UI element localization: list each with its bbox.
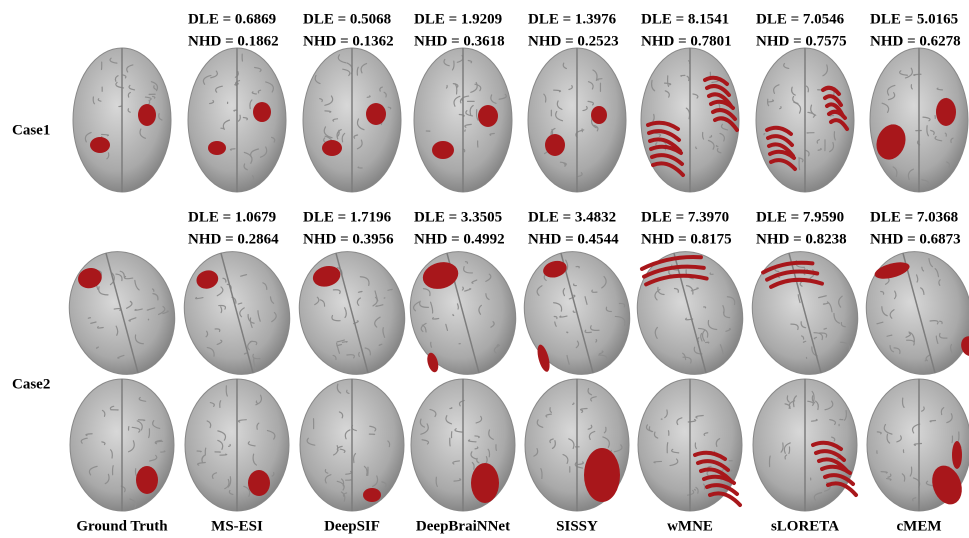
dle-metric: DLE = 0.6869 bbox=[188, 11, 276, 27]
dle-metric: DLE = 3.4832 bbox=[528, 209, 616, 225]
gyrus bbox=[952, 436, 953, 443]
activation bbox=[253, 102, 271, 122]
dle-metric: DLE = 1.9209 bbox=[414, 11, 502, 27]
method-label: wMNE bbox=[667, 518, 713, 534]
brain bbox=[397, 240, 530, 387]
dle-metric: DLE = 8.1541 bbox=[641, 11, 729, 27]
gyrus bbox=[667, 443, 668, 453]
case-label: Case2 bbox=[12, 376, 50, 392]
method-label: DeepSIF bbox=[324, 518, 380, 534]
brain bbox=[185, 379, 289, 511]
gyrus bbox=[769, 456, 770, 467]
brain bbox=[525, 379, 629, 511]
brain bbox=[286, 240, 419, 387]
gyrus bbox=[459, 343, 460, 344]
dle-metric: DLE = 0.5068 bbox=[303, 11, 391, 27]
nhd-metric: NHD = 0.6278 bbox=[870, 33, 961, 49]
nhd-metric: NHD = 0.2864 bbox=[188, 231, 279, 247]
dle-metric: DLE = 1.0679 bbox=[188, 209, 276, 225]
dle-metric: DLE = 1.7196 bbox=[303, 209, 392, 225]
activation bbox=[478, 105, 498, 127]
brain bbox=[511, 240, 644, 387]
gyrus bbox=[446, 85, 447, 87]
method-label: sLORETA bbox=[771, 518, 839, 534]
nhd-metric: NHD = 0.7801 bbox=[641, 33, 732, 49]
dle-metric: DLE = 7.0368 bbox=[870, 209, 958, 225]
dle-metric: DLE = 7.3970 bbox=[641, 209, 729, 225]
brain bbox=[188, 48, 286, 192]
brain bbox=[753, 379, 857, 511]
dle-metric: DLE = 1.3976 bbox=[528, 11, 617, 27]
brain bbox=[171, 240, 304, 387]
brain bbox=[867, 379, 969, 511]
brain bbox=[870, 48, 968, 192]
brain bbox=[303, 48, 401, 192]
dle-metric: DLE = 7.0546 bbox=[756, 11, 845, 27]
activation bbox=[545, 134, 565, 156]
method-label: SISSY bbox=[556, 518, 598, 534]
nhd-metric: NHD = 0.4544 bbox=[528, 231, 619, 247]
activation bbox=[584, 448, 620, 502]
nhd-metric: NHD = 0.7575 bbox=[756, 33, 847, 49]
brain bbox=[756, 48, 854, 192]
activation bbox=[136, 466, 158, 494]
brain bbox=[528, 48, 626, 192]
activation bbox=[591, 106, 607, 124]
nhd-metric: NHD = 0.1362 bbox=[303, 33, 394, 49]
method-label: MS-ESI bbox=[211, 518, 263, 534]
brain-surface bbox=[853, 240, 969, 387]
figure: Case1 Case2 DLE = 0.6869 NHD = 0.1862 DLE … bbox=[0, 0, 969, 538]
brain bbox=[414, 48, 512, 192]
brain bbox=[300, 379, 404, 511]
nhd-metric: NHD = 0.8238 bbox=[756, 231, 847, 247]
dle-metric: DLE = 7.9590 bbox=[756, 209, 844, 225]
gyrus bbox=[799, 159, 800, 170]
case-label: Case1 bbox=[12, 122, 50, 138]
gyrus bbox=[764, 134, 765, 135]
brain bbox=[853, 240, 969, 387]
brain bbox=[56, 240, 189, 387]
activation bbox=[248, 470, 270, 496]
nhd-metric: NHD = 0.2523 bbox=[528, 33, 619, 49]
gyrus bbox=[552, 130, 553, 136]
method-label: Ground Truth bbox=[76, 518, 168, 534]
brain bbox=[641, 48, 739, 192]
gyrus bbox=[789, 447, 790, 454]
gyrus bbox=[88, 318, 90, 319]
dle-metric: DLE = 5.0165 bbox=[870, 11, 958, 27]
activation bbox=[138, 104, 156, 126]
gyrus bbox=[830, 116, 834, 117]
brain bbox=[638, 379, 742, 511]
nhd-metric: NHD = 0.6873 bbox=[870, 231, 961, 247]
activation bbox=[208, 141, 226, 155]
method-label: cMEM bbox=[897, 518, 942, 534]
activation bbox=[936, 98, 956, 126]
activation bbox=[471, 463, 499, 503]
brain bbox=[411, 379, 515, 511]
activation bbox=[363, 488, 381, 502]
nhd-metric: NHD = 0.1862 bbox=[188, 33, 279, 49]
nhd-metric: NHD = 0.3618 bbox=[414, 33, 505, 49]
nhd-metric: NHD = 0.8175 bbox=[641, 231, 732, 247]
brain bbox=[73, 48, 171, 192]
activation bbox=[366, 103, 386, 125]
activation bbox=[90, 137, 110, 153]
gyrus bbox=[148, 319, 149, 320]
dle-metric: DLE = 3.3505 bbox=[414, 209, 502, 225]
brain bbox=[624, 240, 757, 387]
gyrus bbox=[113, 466, 114, 475]
method-label: DeepBraiNNet bbox=[416, 518, 510, 534]
activation bbox=[432, 141, 454, 159]
nhd-metric: NHD = 0.4992 bbox=[414, 231, 505, 247]
activation bbox=[322, 140, 342, 156]
brain bbox=[70, 379, 174, 511]
activation bbox=[952, 441, 962, 469]
nhd-metric: NHD = 0.3956 bbox=[303, 231, 394, 247]
brain bbox=[739, 240, 872, 387]
